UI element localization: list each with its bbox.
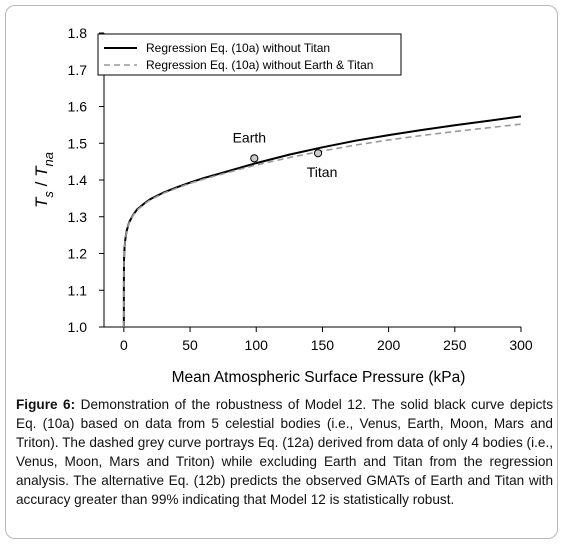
x-tick-label: 0: [120, 337, 128, 353]
x-tick-label: 300: [509, 337, 533, 353]
y-tick-label: 1.0: [68, 319, 88, 335]
caption-label: Figure 6:: [16, 397, 76, 412]
data-point-titan: [313, 149, 323, 158]
data-point-earth: [250, 154, 259, 163]
caption-text: Demonstration of the robustness of Model…: [16, 397, 554, 507]
figure-caption: Figure 6: Demonstration of the robustnes…: [16, 395, 553, 509]
y-tick-label: 1.1: [68, 282, 88, 298]
series-curves: [122, 115, 522, 328]
y-tick-label: 1.8: [68, 25, 88, 41]
y-label-main-2: T: [32, 165, 51, 177]
point-markers: Earth Titan: [233, 129, 338, 180]
y-axis-label: Ts / Tna: [32, 152, 56, 208]
axis-ticks: 0 50 100 150 200 250 300 1.0 1.1 1.2 1.3 1.4 1.5 1.6 1…: [68, 25, 533, 353]
x-tick-label: 150: [311, 337, 335, 353]
x-axis-label: Mean Atmospheric Surface Pressure (kPa): [172, 369, 466, 386]
y-tick-label: 1.2: [68, 246, 88, 262]
x-tick-label: 200: [377, 337, 401, 353]
point-label-titan: Titan: [307, 164, 338, 180]
figure-frame: [5, 5, 558, 539]
legend-box: [97, 33, 402, 76]
y-label-sub-1: s: [41, 191, 56, 198]
x-tick-label: 100: [245, 337, 269, 353]
y-label-main-1: T: [32, 196, 51, 208]
legend-label-2: Regression Eq. (10a) without Earth & Tit…: [146, 58, 373, 72]
legend: Regression Eq. (10a) without Titan Regres…: [97, 33, 402, 76]
series-line-solid: [122, 115, 522, 328]
series-line-dashed: [123, 123, 522, 328]
y-label-sub-2: na: [41, 152, 56, 166]
y-tick-label: 1.3: [68, 209, 88, 225]
x-tick-label: 50: [182, 337, 198, 353]
y-tick-label: 1.6: [68, 99, 88, 115]
y-tick-label: 1.7: [68, 62, 88, 78]
line-chart: 0 50 100 150 200 250 300 1.0 1.1 1.2 1.3 1.4 1.5 1.6 1…: [32, 25, 533, 386]
y-label-sep: /: [32, 177, 51, 191]
y-tick-label: 1.4: [68, 172, 88, 188]
y-tick-label: 1.5: [68, 135, 88, 151]
point-label-earth: Earth: [233, 129, 266, 145]
x-tick-label: 250: [443, 337, 467, 353]
legend-label-1: Regression Eq. (10a) without Titan: [146, 41, 330, 55]
